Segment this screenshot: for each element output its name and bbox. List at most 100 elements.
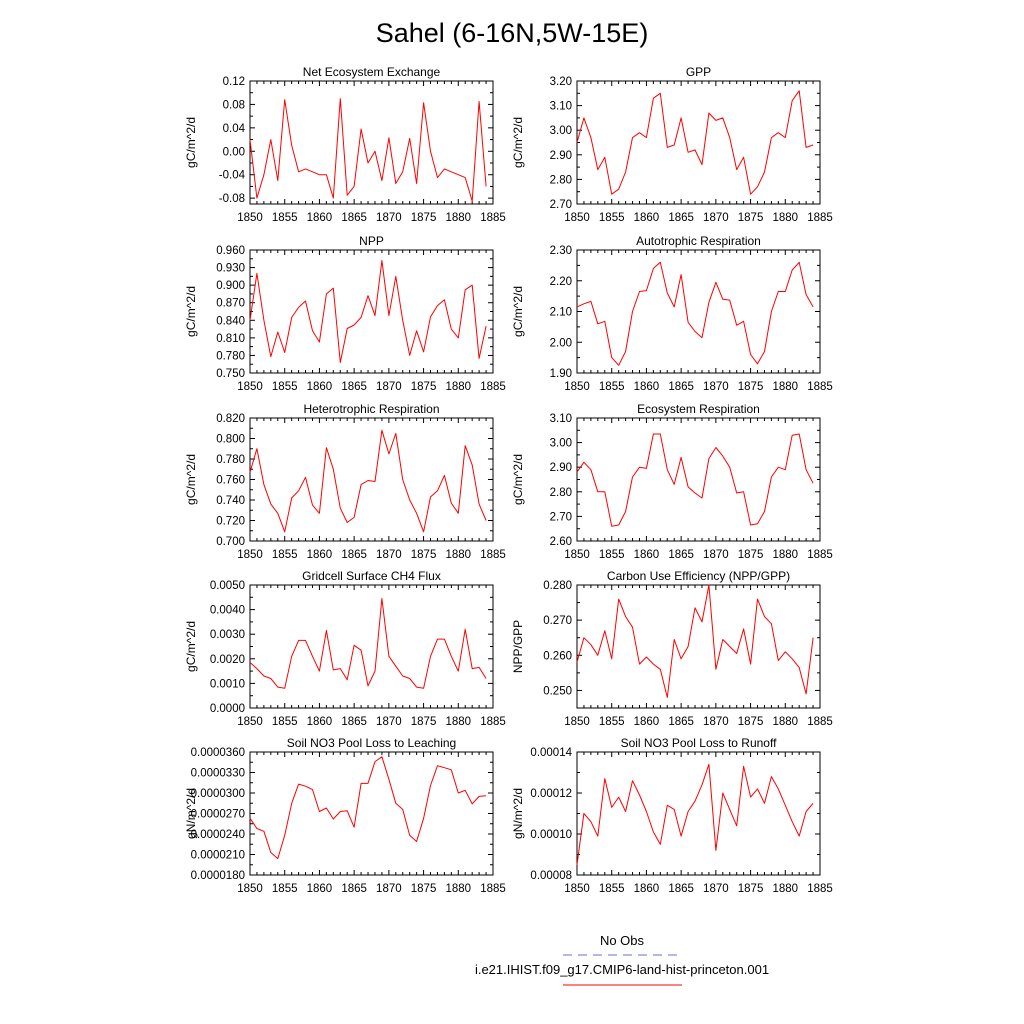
x-tick-label: 1870 bbox=[376, 716, 402, 728]
y-tick-label: 0.780 bbox=[216, 350, 245, 362]
panel-5: Heterotrophic Respiration gC/m^2/d 1850 185… bbox=[184, 402, 506, 561]
x-tick-label: 1885 bbox=[480, 883, 506, 895]
panel-title: Ecosystem Respiration bbox=[637, 402, 760, 416]
y-tick-label: 2.10 bbox=[550, 307, 572, 319]
x-tick-label: 1860 bbox=[634, 212, 660, 224]
y-axis-label: gN/m^2/d bbox=[511, 788, 525, 839]
x-tick-label: 1850 bbox=[237, 549, 263, 561]
y-tick-label: 3.20 bbox=[550, 76, 572, 88]
y-tick-label: -0.04 bbox=[219, 170, 246, 182]
x-tick-label: 1860 bbox=[634, 549, 660, 561]
x-tick-label: 1855 bbox=[599, 549, 625, 561]
plot-frame bbox=[249, 249, 494, 374]
y-tick-label: 0.0010 bbox=[210, 678, 245, 690]
x-tick-label: 1880 bbox=[772, 883, 798, 895]
x-tick-label: 1880 bbox=[445, 381, 471, 393]
x-tick-label: 1885 bbox=[807, 549, 833, 561]
x-tick-label: 1850 bbox=[237, 883, 263, 895]
legend: No Obs i.e21.IHIST.f09_g17.CMIP6-land-hi… bbox=[475, 933, 769, 986]
x-tick-label: 1875 bbox=[411, 381, 437, 393]
x-tick-label: 1855 bbox=[272, 883, 298, 895]
x-tick-label: 1865 bbox=[341, 716, 367, 728]
panel-title: NPP bbox=[359, 234, 384, 248]
y-tick-label: 0.0030 bbox=[210, 629, 245, 641]
panel-10: Soil NO3 Pool Loss to Runoff gN/m^2/d 1850… bbox=[511, 736, 833, 895]
x-tick-label: 1885 bbox=[480, 212, 506, 224]
plot-frame bbox=[249, 751, 494, 876]
x-tick-label: 1880 bbox=[445, 212, 471, 224]
y-tick-label: 0.780 bbox=[216, 454, 245, 466]
y-tick-label: 0.270 bbox=[543, 615, 572, 627]
x-tick-label: 1855 bbox=[272, 716, 298, 728]
y-tick-label: 0.930 bbox=[216, 263, 245, 275]
y-tick-label: 0.700 bbox=[216, 536, 245, 548]
x-tick-label: 1850 bbox=[237, 381, 263, 393]
y-tick-label: 0.810 bbox=[216, 333, 245, 345]
x-tick-label: 1865 bbox=[668, 212, 694, 224]
x-tick-label: 1885 bbox=[807, 716, 833, 728]
y-axis-label: gC/m^2/d bbox=[511, 286, 525, 337]
x-tick-label: 1875 bbox=[738, 716, 764, 728]
y-tick-label: 0.12 bbox=[223, 76, 245, 88]
x-tick-label: 1885 bbox=[480, 716, 506, 728]
x-tick-label: 1880 bbox=[772, 381, 798, 393]
y-tick-label: 0.740 bbox=[216, 495, 245, 507]
x-tick-label: 1860 bbox=[307, 212, 333, 224]
panel-title: Gridcell Surface CH4 Flux bbox=[302, 569, 441, 583]
x-tick-label: 1875 bbox=[738, 212, 764, 224]
y-tick-label: 2.70 bbox=[550, 511, 572, 523]
y-tick-label: 0.840 bbox=[216, 315, 245, 327]
series-line bbox=[249, 429, 487, 533]
series-line bbox=[576, 584, 814, 698]
y-tick-label: 0.820 bbox=[216, 413, 245, 425]
y-tick-label: 0.0020 bbox=[210, 654, 245, 666]
y-tick-label: 0.0040 bbox=[210, 605, 245, 617]
y-axis-label: gC/m^2/d bbox=[184, 286, 198, 337]
x-tick-label: 1880 bbox=[772, 549, 798, 561]
y-axis-label: gC/m^2/d bbox=[184, 117, 198, 168]
y-tick-label: 2.70 bbox=[550, 199, 572, 211]
x-tick-label: 1870 bbox=[376, 549, 402, 561]
x-tick-label: 1885 bbox=[480, 549, 506, 561]
x-tick-label: 1865 bbox=[341, 212, 367, 224]
y-axis-label: gC/m^2/d bbox=[184, 454, 198, 505]
x-tick-label: 1875 bbox=[411, 212, 437, 224]
x-tick-label: 1865 bbox=[668, 716, 694, 728]
y-tick-label: 3.00 bbox=[550, 125, 572, 137]
series-line bbox=[249, 260, 487, 363]
x-tick-label: 1855 bbox=[599, 883, 625, 895]
y-tick-label: 0.0000180 bbox=[191, 870, 245, 882]
y-tick-label: 0.250 bbox=[543, 685, 572, 697]
panel-3: NPP gC/m^2/d 1850 1855 1860 1865 1870 1875 1880 1… bbox=[184, 234, 506, 393]
plot-frame bbox=[576, 584, 821, 709]
panel-6: Ecosystem Respiration gC/m^2/d 1850 1855 186… bbox=[511, 402, 833, 561]
y-axis-label: gN/m^2/d bbox=[184, 788, 198, 839]
panel-7: Gridcell Surface CH4 Flux gC/m^2/d 1850 185… bbox=[184, 569, 506, 728]
y-axis-label: gC/m^2/d bbox=[511, 454, 525, 505]
x-tick-label: 1885 bbox=[807, 212, 833, 224]
panel-title: Soil NO3 Pool Loss to Runoff bbox=[621, 736, 778, 750]
x-tick-label: 1885 bbox=[807, 883, 833, 895]
x-tick-label: 1875 bbox=[738, 883, 764, 895]
x-tick-label: 1870 bbox=[703, 716, 729, 728]
x-tick-label: 1880 bbox=[445, 883, 471, 895]
y-tick-label: 2.60 bbox=[550, 536, 572, 548]
y-tick-label: 0.900 bbox=[216, 280, 245, 292]
y-tick-label: 3.10 bbox=[550, 413, 572, 425]
x-tick-label: 1860 bbox=[307, 883, 333, 895]
series-line bbox=[249, 756, 487, 860]
panel-1: Net Ecosystem Exchange gC/m^2/d 1850 1855 18… bbox=[184, 65, 506, 224]
y-tick-label: 0.280 bbox=[543, 580, 572, 592]
y-axis-label: gC/m^2/d bbox=[184, 621, 198, 672]
y-tick-label: 0.00012 bbox=[530, 788, 572, 800]
y-tick-label: -0.08 bbox=[219, 193, 245, 205]
x-tick-label: 1885 bbox=[807, 381, 833, 393]
y-tick-label: 2.80 bbox=[550, 174, 572, 186]
x-tick-label: 1860 bbox=[307, 381, 333, 393]
x-tick-label: 1855 bbox=[272, 549, 298, 561]
series-line bbox=[576, 763, 814, 865]
panel-grid: Net Ecosystem Exchange gC/m^2/d 1850 1855 18… bbox=[184, 65, 833, 895]
x-tick-label: 1885 bbox=[480, 381, 506, 393]
plot-frame bbox=[576, 417, 821, 542]
plot-frame bbox=[576, 80, 821, 205]
